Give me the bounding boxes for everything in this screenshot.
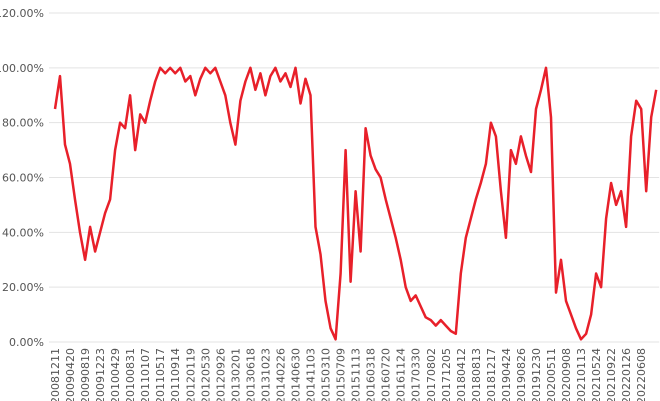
x-tick-label: 20091223 xyxy=(94,348,107,401)
x-tick-label: 20191230 xyxy=(530,348,543,401)
x-tick-label: 20200511 xyxy=(545,348,558,401)
x-tick-label: 20160318 xyxy=(365,348,378,401)
x-tick-label: 20180412 xyxy=(455,348,468,401)
x-tick-label: 20210113 xyxy=(575,348,588,401)
y-tick-label: 20.00% xyxy=(2,281,44,294)
x-tick-label: 20170802 xyxy=(425,348,438,401)
x-tick-label: 20161124 xyxy=(395,348,408,401)
x-tick-label: 20090420 xyxy=(64,348,77,401)
x-tick-label: 20081211 xyxy=(49,348,62,401)
x-tick-label: 20140630 xyxy=(289,348,302,401)
x-tick-label: 20131023 xyxy=(259,348,272,401)
x-tick-label: 20100429 xyxy=(109,348,122,401)
x-tick-label: 20100831 xyxy=(124,348,137,401)
y-tick-label: 120.00% xyxy=(0,7,44,20)
x-tick-label: 20190424 xyxy=(500,348,513,401)
x-tick-label: 20130618 xyxy=(244,348,257,401)
x-tick-label: 20190826 xyxy=(515,348,528,401)
data-line xyxy=(53,66,658,341)
x-tick-label: 20141103 xyxy=(305,348,318,401)
x-tick-label: 20120119 xyxy=(184,348,197,401)
x-tick-label: 20110107 xyxy=(139,348,152,401)
x-tick-label: 20180813 xyxy=(470,348,483,401)
x-tick-label: 20220126 xyxy=(620,348,633,401)
x-tick-label: 20150310 xyxy=(320,348,333,401)
y-tick-label: 0.00% xyxy=(9,336,44,349)
x-tick-label: 20210524 xyxy=(590,348,603,401)
x-tick-label: 20151113 xyxy=(350,348,363,401)
y-tick-label: 40.00% xyxy=(2,226,44,239)
y-tick-label: 100.00% xyxy=(0,62,44,75)
x-tick-label: 20200908 xyxy=(560,348,573,401)
x-tick-label: 20110914 xyxy=(169,348,182,401)
x-tick-label: 20220608 xyxy=(635,348,648,401)
x-tick-label: 20160720 xyxy=(380,348,393,401)
x-tick-label: 20181217 xyxy=(485,348,498,401)
x-tick-label: 20140226 xyxy=(274,348,287,401)
x-tick-label: 20090819 xyxy=(79,348,92,401)
y-tick-label: 60.00% xyxy=(2,172,44,185)
y-tick-label: 80.00% xyxy=(2,117,44,130)
x-tick-label: 20171205 xyxy=(440,348,453,401)
x-tick-label: 20110517 xyxy=(154,348,167,401)
x-tick-label: 20130201 xyxy=(229,348,242,401)
x-tick-label: 20120530 xyxy=(199,348,212,401)
x-tick-label: 20120926 xyxy=(214,348,227,401)
x-tick-label: 20150709 xyxy=(335,348,348,401)
x-tick-label: 20170330 xyxy=(410,348,423,401)
x-tick-label: 20210922 xyxy=(605,348,618,401)
